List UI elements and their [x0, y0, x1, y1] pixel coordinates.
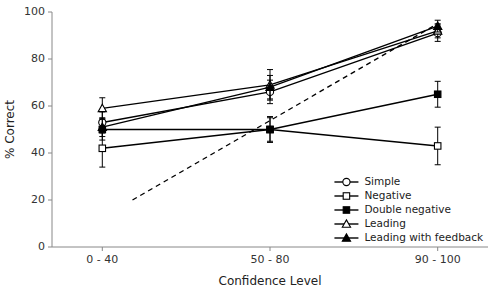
x-axis-title: Confidence Level — [219, 274, 322, 288]
y-tick — [48, 59, 52, 60]
error-bar — [267, 117, 273, 143]
error-bar-cap — [267, 142, 273, 143]
plot-area — [98, 20, 442, 200]
legend-swatch-marker — [343, 193, 349, 199]
reference-line-path — [132, 24, 437, 200]
point — [434, 91, 440, 97]
error-bar-cap — [99, 136, 105, 137]
legend-label: Simple — [364, 175, 400, 187]
y-tick — [48, 106, 52, 107]
series — [99, 81, 441, 141]
error-bar-cap — [435, 41, 441, 42]
legend-label: Leading — [364, 217, 405, 229]
chart: 0 20 40 60 80 100 0 - 40 50 - 80 90 - 100 Confide… — [0, 0, 500, 291]
legend-swatch — [334, 220, 358, 227]
x-tick-label: 90 - 100 — [415, 253, 461, 266]
point — [267, 126, 273, 132]
series — [99, 25, 442, 133]
error-bar — [435, 127, 441, 165]
legend-swatch-marker — [343, 178, 350, 185]
point — [98, 123, 106, 130]
legend-swatch — [334, 234, 358, 241]
y-axis-line — [52, 12, 53, 247]
error-bar-cap — [435, 107, 441, 108]
y-tick-label: 20 — [31, 193, 45, 206]
legend-swatch-marker — [343, 207, 349, 213]
legend-label: Double negative — [364, 203, 450, 215]
error-bar-cap — [267, 103, 273, 104]
legend-swatch — [334, 193, 358, 199]
x-tick — [270, 247, 271, 251]
point — [434, 143, 440, 149]
point — [434, 22, 442, 29]
x-tick — [437, 247, 438, 251]
error-bar-cap — [267, 98, 273, 99]
x-tick-label: 50 - 80 — [251, 253, 290, 266]
x-tick-label: 0 - 40 — [86, 253, 118, 266]
error-bar-cap — [435, 164, 441, 165]
error-bar — [435, 81, 441, 107]
y-tick-label: 40 — [31, 146, 45, 159]
error-bar-cap — [435, 127, 441, 128]
error-bar-cap — [435, 20, 441, 21]
y-tick-label: 100 — [24, 5, 45, 18]
y-tick — [48, 12, 52, 13]
error-bar-cap — [267, 117, 273, 118]
legend-swatch — [334, 207, 358, 213]
error-bar-cap — [435, 37, 441, 38]
error-bar-cap — [99, 140, 105, 141]
error-bar-cap — [99, 117, 105, 118]
y-tick-label: 0 — [38, 240, 45, 253]
y-tick — [48, 247, 52, 248]
legend-swatch-marker — [342, 220, 350, 227]
error-bar-cap — [435, 31, 441, 32]
error-bar — [267, 118, 273, 142]
y-axis-title: % Correct — [3, 100, 17, 159]
y-tick-label: 60 — [31, 99, 45, 112]
error-bar-cap — [267, 69, 273, 70]
reference-line — [132, 24, 437, 200]
error-bar-cap — [267, 116, 273, 117]
y-tick-label: 80 — [31, 52, 45, 65]
legend: Simple Negative Double negative Leading Lead… — [334, 175, 484, 243]
error-bar-cap — [435, 81, 441, 82]
point — [266, 83, 274, 90]
series — [98, 24, 442, 119]
series — [98, 20, 442, 136]
error-bar-cap — [99, 97, 105, 98]
point — [98, 104, 106, 111]
legend-label: Leading with feedback — [364, 231, 484, 243]
legend-swatch — [334, 178, 358, 185]
point — [267, 126, 273, 132]
x-tick — [102, 247, 103, 251]
axes: 0 20 40 60 80 100 0 - 40 50 - 80 90 - 100 — [24, 5, 488, 266]
legend-swatch-marker — [342, 234, 350, 241]
error-bar-cap — [267, 141, 273, 142]
y-tick — [48, 153, 52, 154]
error-bar-cap — [267, 100, 273, 101]
point — [99, 145, 105, 151]
series-line — [102, 26, 437, 127]
error-bar-cap — [267, 75, 273, 76]
series-line — [102, 31, 437, 109]
y-tick — [48, 200, 52, 201]
legend-label: Negative — [364, 189, 411, 201]
error-bar-cap — [99, 167, 105, 168]
series — [99, 117, 441, 168]
